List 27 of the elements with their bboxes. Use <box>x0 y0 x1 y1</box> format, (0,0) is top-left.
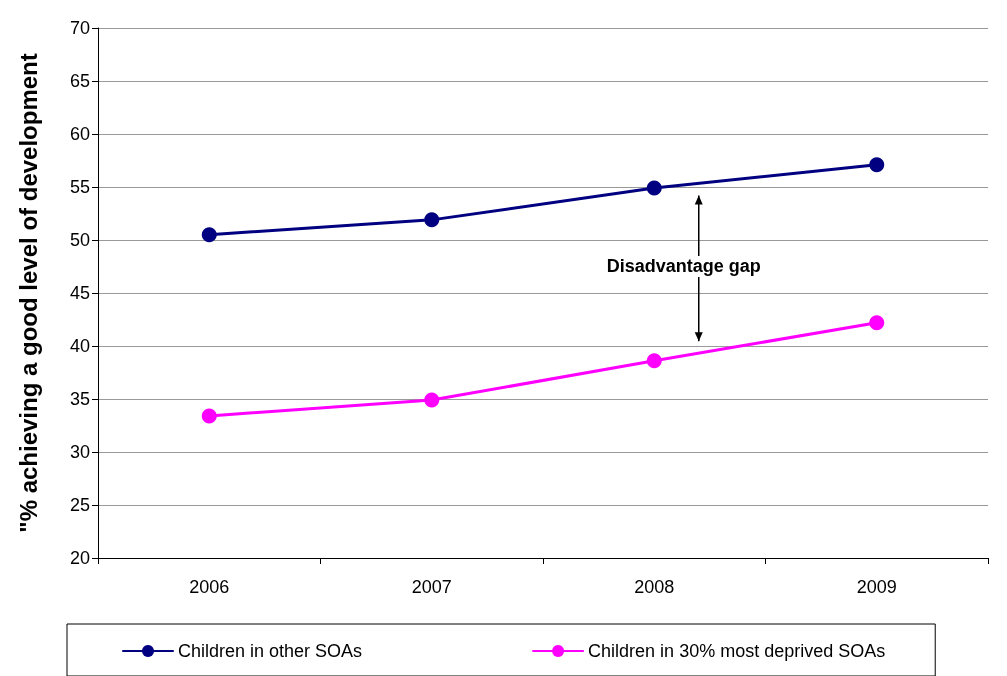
y-tick-label: 65 <box>69 71 90 91</box>
y-tick-label: 40 <box>69 336 90 356</box>
y-tick-label: 35 <box>69 389 90 409</box>
point <box>201 227 217 243</box>
y-tick-label: 45 <box>69 283 90 303</box>
x-tick-label: 2006 <box>189 577 230 597</box>
point <box>869 157 885 173</box>
y-tick-label: 50 <box>69 230 90 250</box>
x-tick-label: 2009 <box>856 577 897 597</box>
y-tick-label: 70 <box>69 18 90 38</box>
legend-label: Children in other SOAs <box>178 641 363 661</box>
point <box>869 315 885 331</box>
y-axis-title: "% achieving a good level of development <box>14 53 42 533</box>
point <box>201 408 217 424</box>
point <box>646 180 662 196</box>
y-tick-label: 30 <box>69 442 90 462</box>
y-tick-label: 25 <box>69 495 90 515</box>
x-tick-label: 2008 <box>634 577 675 597</box>
annotation: Disadvantage gap <box>602 256 765 278</box>
point <box>424 392 440 408</box>
y-tick-label: 20 <box>69 548 90 568</box>
point <box>646 353 662 369</box>
x-tick-label: 2007 <box>411 577 452 597</box>
point <box>424 212 440 228</box>
y-tick-label: 55 <box>69 177 90 197</box>
legend-label: Children in 30% most deprived SOAs <box>588 641 886 661</box>
y-tick-label: 60 <box>69 124 90 144</box>
